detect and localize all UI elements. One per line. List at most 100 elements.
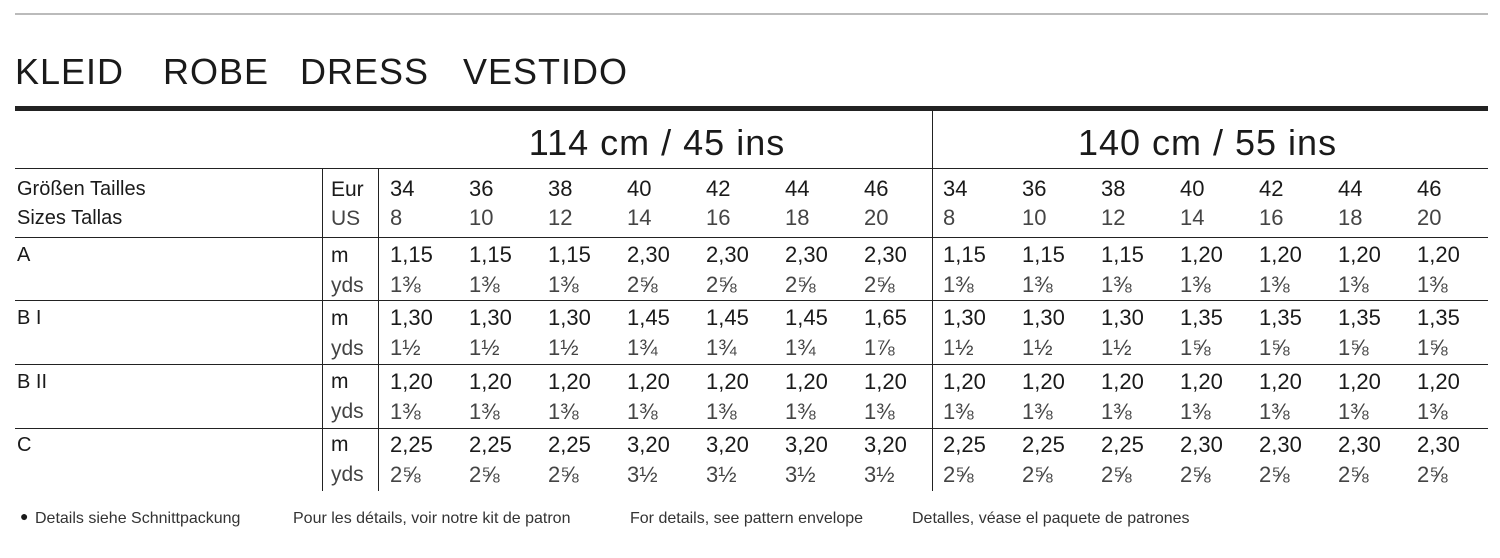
yards: 1⅜ [548,272,579,297]
meters: 1,15 [1101,242,1144,267]
col-rule [378,168,379,491]
meters: 1,20 [1180,368,1223,394]
meters: 1,20 [1259,242,1302,267]
yards: 1⅜ [1022,272,1053,297]
yards: 1⅜ [1101,272,1132,297]
bullet: ● [20,508,29,524]
meters: 1,20 [548,368,591,394]
row-rule [15,168,1488,169]
yards: 1⅜ [1417,272,1448,297]
meters: 1,35 [1417,305,1460,331]
meters: 1,20 [1417,242,1460,267]
yards: 2⅝ [706,272,737,297]
meters: 2,25 [943,431,986,457]
meters: 1,30 [1022,305,1065,331]
size-us: 10 [1022,205,1047,230]
footnote: Detalles, véase el paquete de patrones [912,510,1190,527]
title-word: DRESS [300,51,430,92]
width-header: 114 cm / 45 ins [528,122,786,163]
size-label: Größen Tailles [17,178,146,200]
unit-label: m [331,370,349,394]
meters: 3,20 [864,431,907,457]
view-label: B II [17,370,48,393]
yards: 1⅝ [1259,335,1290,361]
meters: 1,15 [548,242,591,267]
yards: 1¾ [627,335,658,361]
yards: 2⅝ [785,272,816,297]
yards: 1½ [943,335,974,361]
meters: 1,15 [390,242,433,267]
meters: 1,30 [1101,305,1144,331]
size-us: 12 [1101,205,1126,230]
size-us: 18 [785,205,810,230]
yards: 1⅜ [706,398,737,424]
meters: 1,20 [706,368,749,394]
size-eur: 36 [469,176,494,201]
meters: 1,30 [469,305,512,331]
yards: 3½ [706,461,737,487]
size-us: 8 [390,205,403,230]
yards: 1⅜ [1180,398,1211,424]
unit-label: Eur [331,177,364,201]
size-us: 16 [1259,205,1284,230]
meters: 1,20 [1259,368,1302,394]
footnote: For details, see pattern envelope [630,510,864,527]
yards: 1⅜ [390,272,421,297]
meters: 2,30 [785,242,828,267]
yards: 1¾ [706,335,737,361]
yards: 2⅝ [627,272,658,297]
yards: 1½ [469,335,500,361]
size-eur: 44 [785,176,810,201]
meters: 3,20 [627,431,670,457]
meters: 1,20 [1417,368,1460,394]
unit-label: m [331,433,349,457]
meters: 2,30 [1259,431,1302,457]
yards: 1⅜ [1101,398,1132,424]
unit-label: US [331,206,361,230]
meters: 2,25 [469,431,512,457]
yards: 1⅝ [1417,335,1448,361]
title-word: ROBE [163,51,270,92]
yards: 1⅜ [864,398,895,424]
meters: 1,30 [943,305,986,331]
title-word: KLEID [15,51,125,92]
yards: 1⅜ [1417,398,1448,424]
row-rule [15,300,1488,301]
col-rule [932,111,933,491]
unit-label: m [331,306,349,330]
yards: 3½ [627,461,658,487]
meters: 3,20 [785,431,828,457]
size-eur: 34 [390,176,415,201]
yards: 1¾ [785,335,816,361]
size-eur: 42 [706,176,731,201]
meters: 1,20 [1338,368,1381,394]
size-us: 8 [943,205,956,230]
meters: 3,20 [706,431,749,457]
size-eur: 42 [1259,176,1284,201]
yards: 1⅞ [864,335,895,361]
size-eur: 38 [548,176,573,201]
meters: 2,25 [548,431,591,457]
meters: 1,15 [1022,242,1065,267]
meters: 1,65 [864,305,907,331]
meters: 1,20 [785,368,828,394]
meters: 2,30 [1338,431,1381,457]
row-rule [15,428,1488,429]
meters: 1,20 [469,368,512,394]
view-label: B I [17,307,42,330]
meters: 1,20 [1101,368,1144,394]
size-eur: 46 [1417,176,1442,201]
size-us: 18 [1338,205,1363,230]
yards: 1⅜ [1259,272,1290,297]
meters: 2,25 [1101,431,1144,457]
yards: 1⅝ [1180,335,1211,361]
yards: 2⅝ [943,461,974,487]
yards: 1½ [1101,335,1132,361]
size-eur: 46 [864,176,889,201]
size-eur: 38 [1101,176,1126,201]
yards: 1⅜ [785,398,816,424]
yards: 1½ [1022,335,1053,361]
meters: 1,45 [706,305,749,331]
yards: 2⅝ [390,461,421,487]
